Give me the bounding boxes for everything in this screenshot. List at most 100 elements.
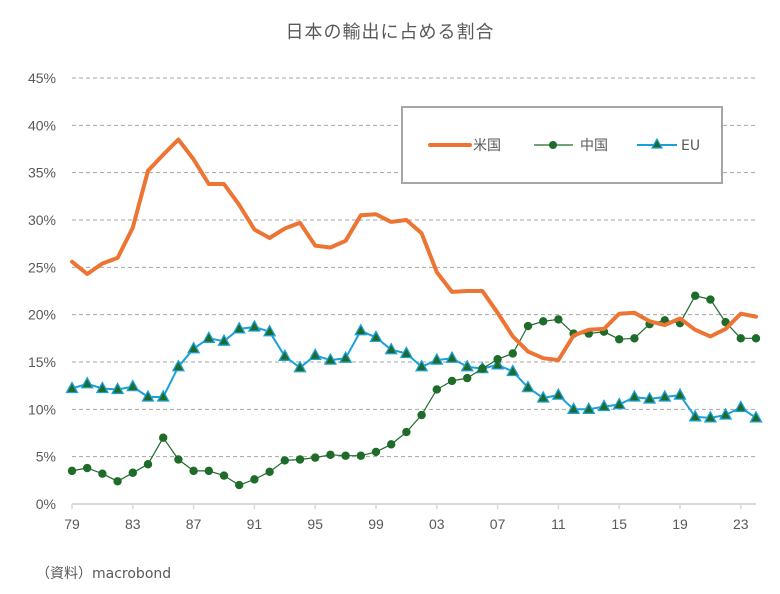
data-point-china [143, 460, 153, 469]
y-tick-label: 5% [36, 449, 56, 465]
x-tick-label: 23 [733, 516, 749, 532]
data-point-eu [673, 387, 687, 400]
data-point-eu [567, 401, 581, 414]
data-point-china [219, 471, 229, 480]
y-tick-label: 40% [28, 117, 56, 133]
data-point-china [235, 480, 244, 490]
source-note: （資料）macrobond [36, 566, 172, 582]
data-point-eu [156, 389, 170, 402]
x-tick-label: 91 [247, 516, 263, 532]
data-point-china [402, 427, 411, 437]
data-point-china [387, 440, 396, 449]
data-point-china [311, 453, 320, 462]
data-point-china [356, 451, 365, 460]
data-point-eu [612, 397, 626, 410]
data-point-eu [384, 342, 398, 355]
legend-china-marker [549, 141, 557, 149]
data-point-eu [460, 359, 474, 372]
data-point-china [508, 349, 517, 358]
series-line-china [71, 295, 757, 486]
data-point-eu [369, 330, 383, 343]
data-point-eu [278, 348, 292, 361]
data-point-eu [430, 352, 444, 365]
series-line-eu [71, 326, 757, 419]
data-point-china [98, 469, 107, 478]
data-point-eu [582, 401, 596, 414]
data-point-china [523, 321, 533, 331]
y-axis: 0% 5% 10% 15% 20% 25% 30% 35% 40% 45% [28, 70, 56, 512]
data-point-china [83, 463, 92, 473]
data-point-china [204, 466, 213, 476]
x-tick-label: 15 [611, 516, 627, 532]
x-tick-label: 87 [186, 516, 202, 532]
legend-eu-marker [650, 137, 664, 149]
data-point-china [250, 475, 259, 484]
data-point-china [691, 291, 700, 300]
data-point-china [189, 466, 198, 476]
y-tick-label: 25% [28, 259, 56, 275]
data-point-china [493, 354, 502, 364]
data-point-eu [232, 321, 246, 334]
data-point-eu [80, 376, 94, 389]
data-point-china [341, 451, 350, 460]
data-point-eu [263, 324, 277, 337]
x-tick-label: 19 [672, 516, 688, 532]
x-tick-label: 03 [429, 516, 445, 532]
legend-us-label: 米国 [473, 138, 501, 154]
y-tick-label: 35% [28, 165, 56, 181]
data-point-eu [597, 399, 611, 412]
data-point-eu [111, 382, 125, 395]
data-point-eu [399, 346, 413, 359]
data-point-eu [308, 348, 322, 361]
data-point-eu [551, 387, 565, 400]
x-tick-label: 07 [490, 516, 506, 532]
data-point-eu [627, 389, 641, 402]
data-point-china [265, 467, 274, 477]
data-point-eu [247, 319, 261, 332]
data-point-china [736, 334, 745, 343]
data-point-china [751, 334, 761, 343]
x-tick-label: 95 [307, 516, 323, 532]
data-point-china [159, 433, 168, 442]
data-point-eu [354, 323, 368, 336]
data-point-eu [521, 380, 535, 393]
data-point-china [417, 410, 426, 420]
y-tick-label: 30% [28, 212, 56, 228]
data-point-china [67, 466, 77, 476]
data-point-china [280, 456, 289, 465]
legend-eu-label: EU [681, 138, 700, 154]
chart-title: 日本の輸出に占める割合 [285, 22, 495, 43]
data-point-eu [171, 359, 185, 372]
data-point-eu [202, 330, 216, 343]
data-point-eu [187, 341, 201, 354]
data-point-eu [445, 350, 459, 363]
data-point-eu [293, 360, 307, 373]
data-point-eu [643, 391, 657, 404]
data-point-eu [217, 333, 231, 346]
data-point-china [113, 477, 122, 486]
data-point-china [326, 450, 335, 459]
data-point-china [630, 334, 639, 343]
x-tick-label: 83 [125, 516, 141, 532]
data-point-eu [658, 389, 672, 402]
y-tick-label: 20% [28, 307, 56, 323]
data-point-eu [536, 390, 550, 403]
data-point-eu [688, 409, 702, 422]
data-point-china [539, 317, 548, 326]
x-axis: 79 83 87 91 95 99 03 07 11 15 19 23 [64, 503, 756, 532]
data-point-eu [95, 381, 109, 394]
data-point-eu [719, 407, 733, 420]
data-point-eu [323, 352, 337, 365]
series-line-us [70, 137, 758, 363]
data-point-china [554, 315, 563, 324]
data-point-eu [734, 400, 748, 413]
data-point-eu [339, 350, 353, 363]
data-point-china [295, 455, 305, 464]
data-point-eu [703, 410, 717, 423]
y-tick-label: 0% [36, 496, 56, 512]
data-point-eu [415, 359, 429, 372]
x-tick-label: 79 [64, 516, 80, 532]
y-tick-label: 15% [28, 354, 56, 370]
data-point-china [615, 335, 624, 344]
